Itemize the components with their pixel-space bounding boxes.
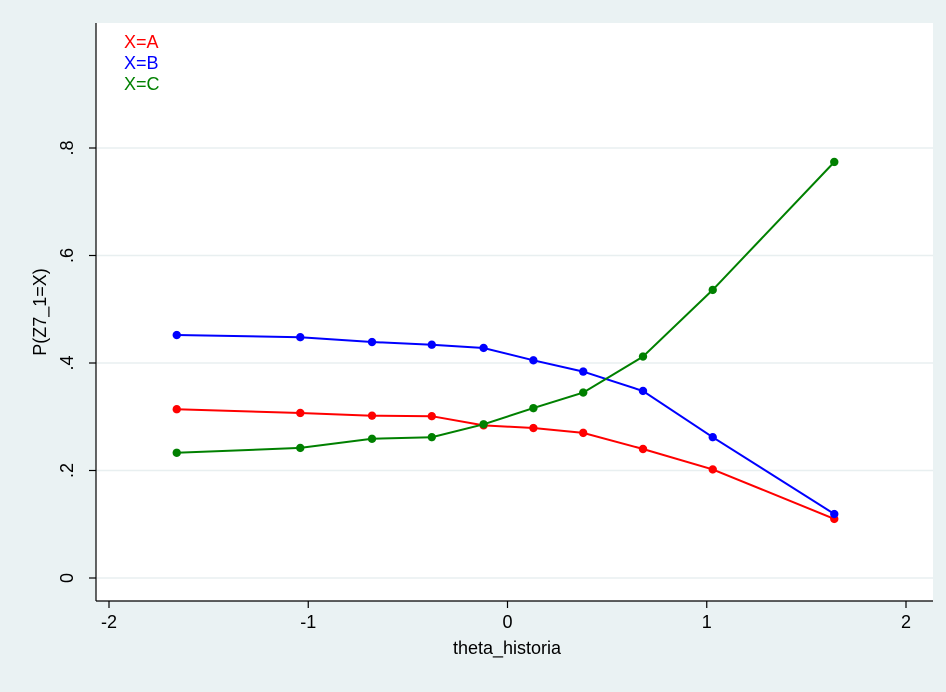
x-tick-label: 0	[502, 612, 512, 632]
y-tick-label: .4	[57, 355, 77, 370]
legend: X=AX=BX=C	[124, 32, 160, 94]
x-tick-label: 1	[702, 612, 712, 632]
data-point	[427, 412, 436, 421]
data-point	[708, 465, 717, 474]
data-point	[529, 423, 538, 433]
data-point	[579, 367, 588, 376]
x-tick-label: -2	[101, 612, 117, 632]
data-point	[579, 428, 588, 438]
series-line	[176, 408, 835, 520]
data-point	[296, 443, 305, 453]
data-point	[638, 352, 648, 361]
data-point	[638, 386, 648, 396]
data-point	[172, 330, 181, 340]
data-point	[479, 343, 488, 353]
data-point	[172, 448, 181, 457]
y-tick-label: 0	[57, 573, 77, 583]
data-point	[579, 388, 588, 397]
data-point	[296, 408, 305, 418]
data-point	[427, 432, 436, 442]
data-point	[479, 420, 488, 429]
data-point	[367, 411, 377, 420]
data-point	[427, 340, 436, 349]
data-point	[296, 333, 305, 342]
data-point	[708, 285, 717, 295]
axis-layer: 0 .2 .4 .6 .8 -2 -1 0 1 2	[57, 23, 933, 632]
data-point	[367, 337, 377, 347]
series-line	[176, 334, 835, 515]
data-point	[830, 157, 839, 167]
x-axis-label: theta_historia	[453, 638, 562, 659]
plot-area	[96, 23, 933, 601]
data-point	[172, 405, 181, 414]
data-point	[708, 432, 717, 442]
data-point	[529, 403, 538, 413]
legend-entry: X=C	[124, 74, 160, 94]
series-line	[176, 161, 836, 454]
series-X=B	[172, 330, 839, 519]
x-tick-label: -1	[300, 612, 316, 632]
series-layer	[172, 157, 839, 524]
x-tick-label: 2	[901, 612, 911, 632]
legend-entry: X=B	[124, 53, 159, 73]
legend-entry: X=A	[124, 32, 159, 52]
y-tick-label: .8	[57, 140, 77, 155]
series-X=C	[172, 157, 839, 457]
y-axis-label: P(Z7_1=X)	[30, 268, 51, 356]
y-tick-label: .2	[57, 463, 77, 478]
data-point	[529, 356, 538, 365]
data-point	[638, 444, 648, 454]
data-point	[367, 434, 377, 443]
data-point	[830, 509, 839, 519]
grid-layer	[96, 147, 933, 579]
y-tick-label: .6	[57, 248, 77, 263]
